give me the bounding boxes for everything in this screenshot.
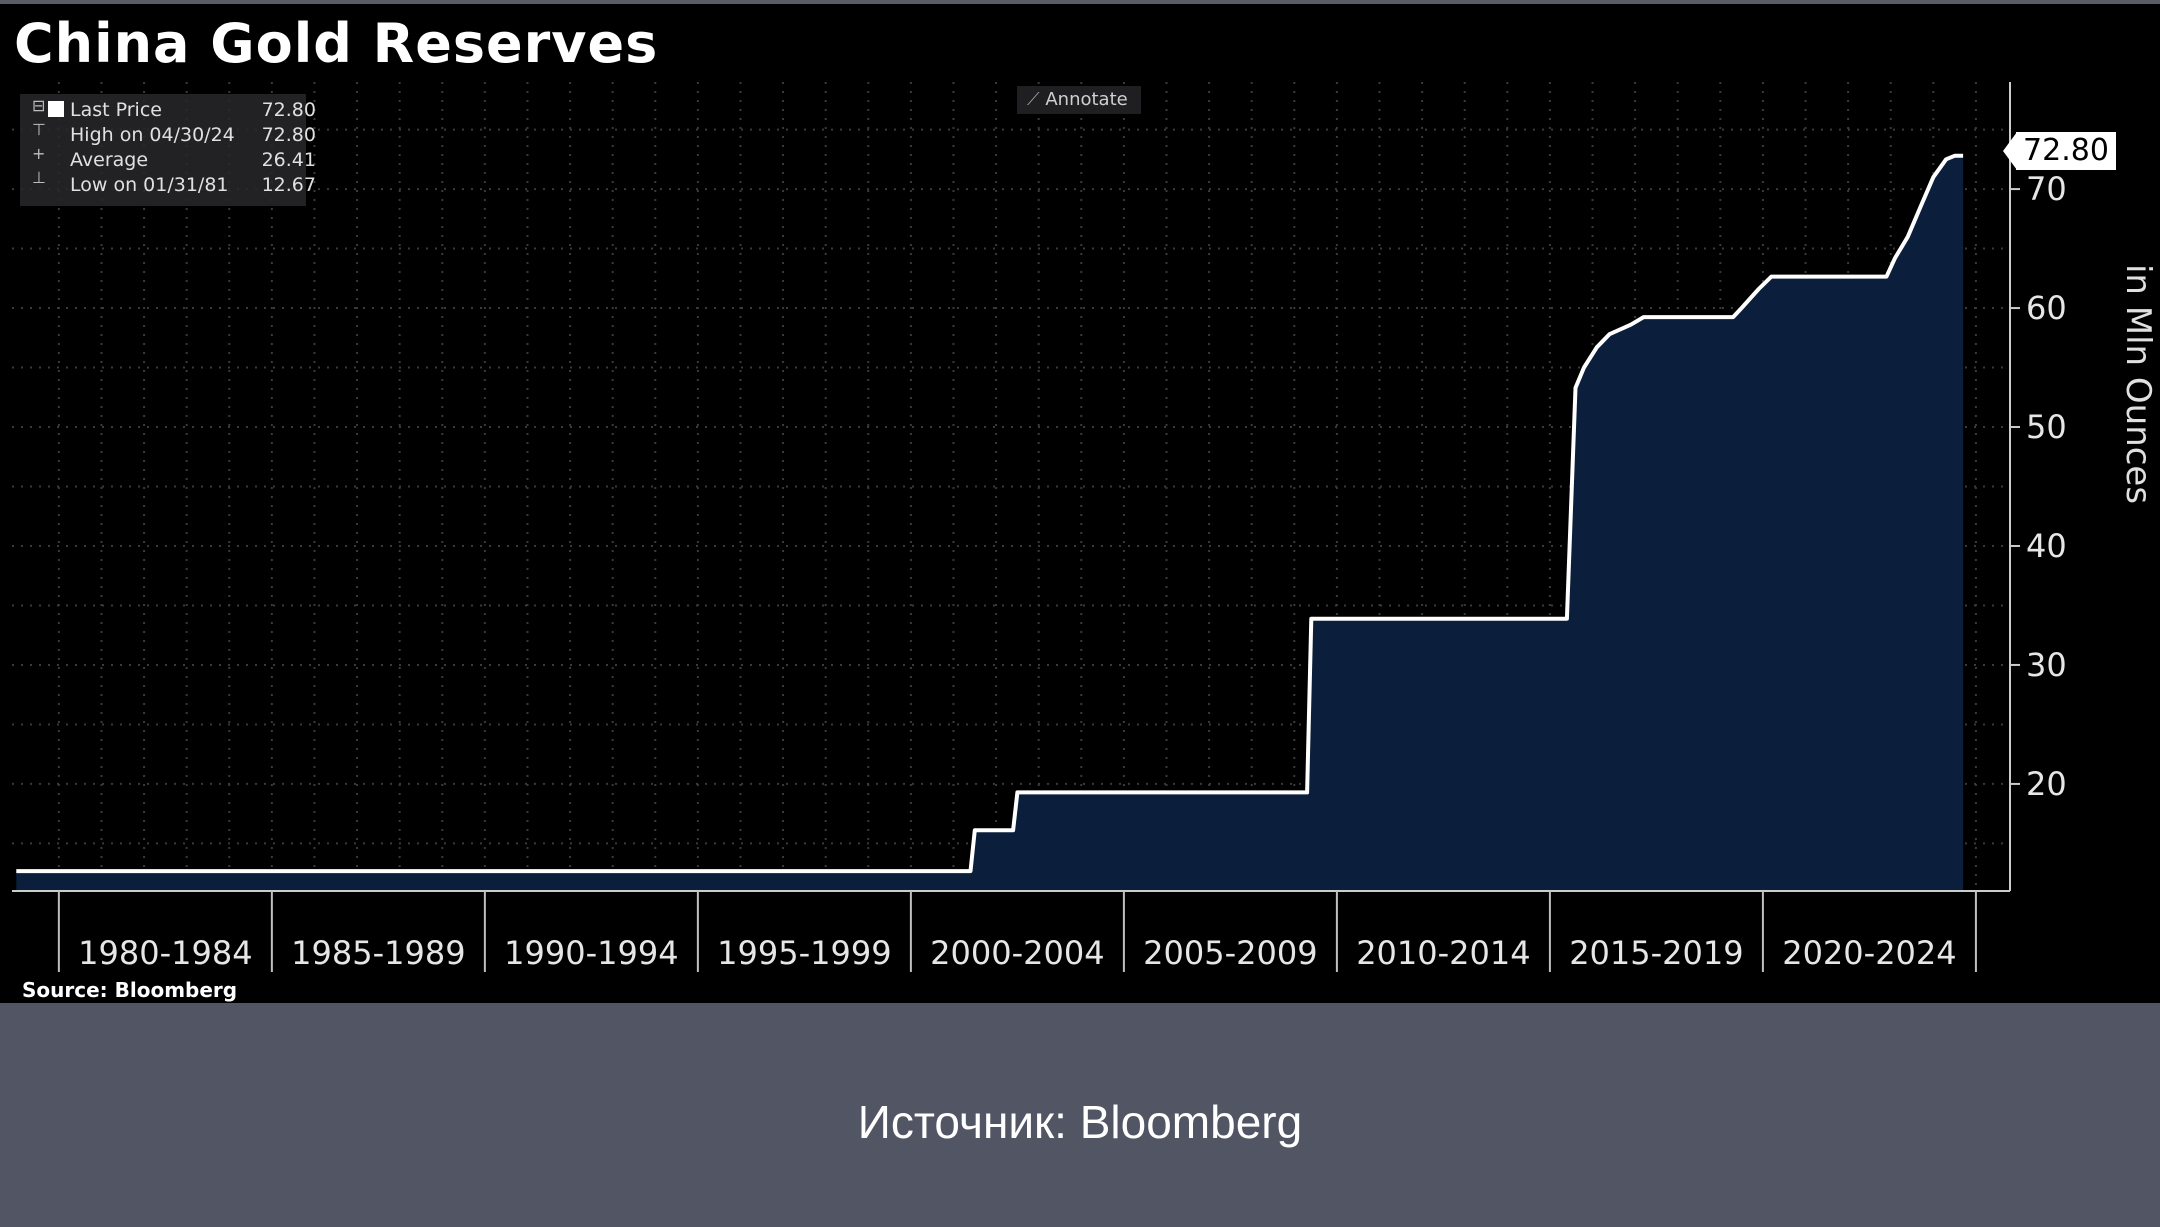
average-marker-icon: + xyxy=(32,144,46,163)
last-value-pointer xyxy=(2003,132,2017,170)
y-tick-label: 60 xyxy=(2026,289,2067,327)
legend-label: Low on 01/31/81 xyxy=(70,174,229,196)
x-tick-label: 1990-1994 xyxy=(504,934,678,972)
y-tick-label: 50 xyxy=(2026,408,2067,446)
legend[interactable]: ⊟ ⊤ + ⊥ Last Price 72.80 High on 04/30/2… xyxy=(20,94,316,206)
legend-label: High on 04/30/24 xyxy=(70,124,235,146)
y-axis-title: in Mln Ounces xyxy=(2118,263,2158,505)
last-value-tag: 72.80 xyxy=(2016,132,2116,170)
legend-item-low: Low on 01/31/81 12.67 xyxy=(70,174,316,198)
x-tick-label: 2010-2014 xyxy=(1356,934,1530,972)
source-label: Source: Bloomberg xyxy=(22,978,238,1002)
legend-label: Average xyxy=(70,149,149,171)
legend-label: Last Price xyxy=(70,99,162,121)
x-tick-label: 1980-1984 xyxy=(78,934,252,972)
chart-plot: 20 30 40 50 60 70 1980-1984 1985-1989 1990-1994 1… xyxy=(12,82,2067,972)
low-marker-icon: ⊥ xyxy=(32,168,46,187)
legend-swatch-last-price xyxy=(48,101,64,117)
y-tick-label: 30 xyxy=(2026,646,2067,684)
legend-value: 72.80 xyxy=(261,99,316,121)
series-area-last-price xyxy=(16,155,1964,892)
legend-item-average: Average 26.41 xyxy=(70,149,316,173)
x-tick-label: 1995-1999 xyxy=(717,934,891,972)
legend-item-last-price: Last Price 72.80 xyxy=(70,99,316,123)
caption: Источник: Bloomberg xyxy=(857,1096,1303,1148)
legend-value: 26.41 xyxy=(261,149,316,171)
chart-panel: 20 30 40 50 60 70 1980-1984 1985-1989 1990-1994 1… xyxy=(0,0,2160,1003)
x-tick-label: 2015-2019 xyxy=(1569,934,1743,972)
x-tick-label: 2020-2024 xyxy=(1782,934,1956,972)
annotate-label: Annotate xyxy=(1045,89,1128,110)
legend-collapse-icon[interactable]: ⊟ xyxy=(32,96,46,115)
legend-item-high: High on 04/30/24 72.80 xyxy=(70,124,316,148)
legend-value: 12.67 xyxy=(261,174,316,196)
x-tick-label: 2005-2009 xyxy=(1143,934,1317,972)
y-tick-label: 70 xyxy=(2026,170,2067,208)
annotate-button[interactable]: ⟋ Annotate xyxy=(1017,86,1141,114)
pencil-icon: ⟋ xyxy=(1027,89,1040,110)
y-tick-label: 40 xyxy=(2026,527,2067,565)
x-tick-label: 1985-1989 xyxy=(291,934,465,972)
chart-title: China Gold Reserves xyxy=(14,12,659,75)
x-tick-label: 2000-2004 xyxy=(930,934,1104,972)
legend-value: 72.80 xyxy=(261,124,316,146)
high-marker-icon: ⊤ xyxy=(32,120,46,139)
series-line-last-price xyxy=(16,153,1964,874)
y-tick-label: 20 xyxy=(2026,765,2067,803)
